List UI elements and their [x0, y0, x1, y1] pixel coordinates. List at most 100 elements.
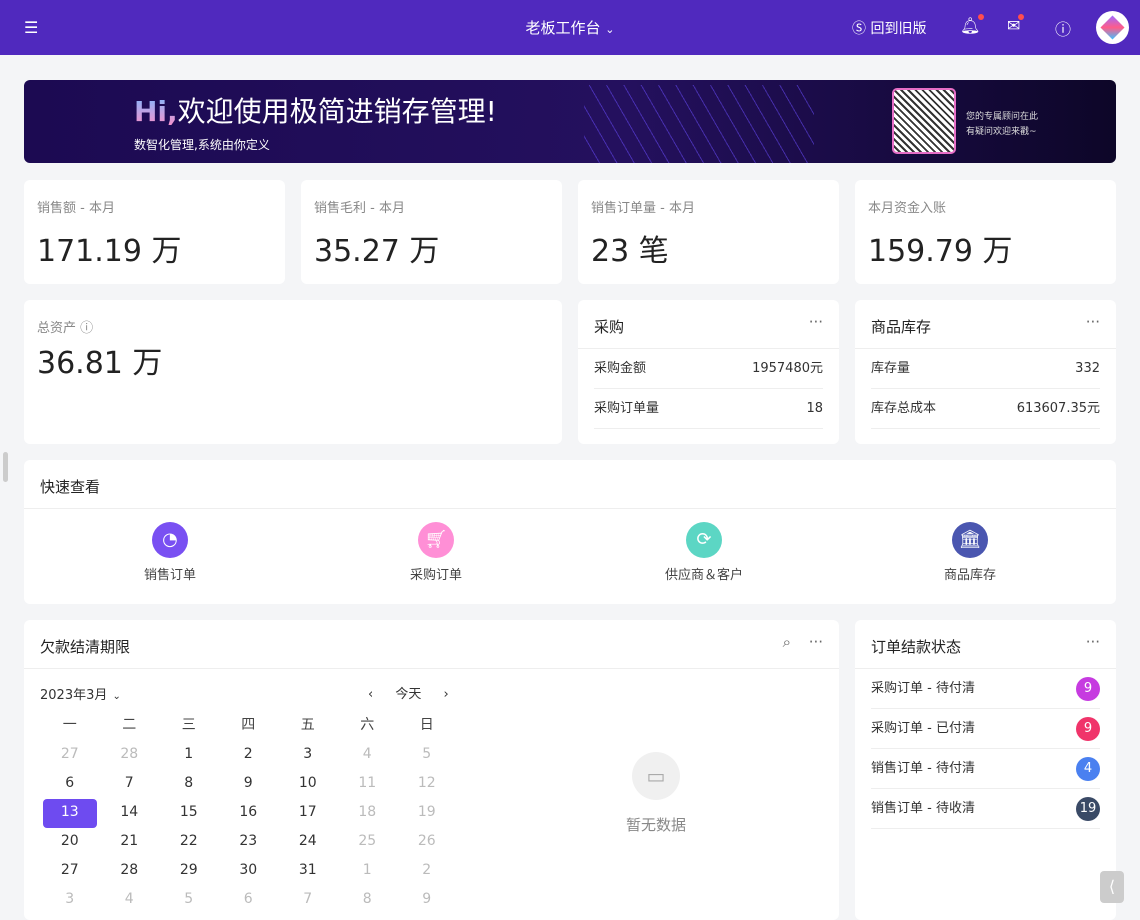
calendar-day[interactable]: 12	[417, 775, 436, 791]
stat-gross-profit: 销售毛利 - 本月 35.27 万	[301, 180, 562, 284]
stat-sales: 销售额 - 本月 171.19 万	[24, 180, 285, 284]
weekday-label: 二	[122, 717, 137, 733]
bell-icon[interactable]: 🔔︎	[960, 14, 985, 35]
switch-icon: Ⓢ	[852, 21, 866, 37]
month-select[interactable]: 2023年3月	[40, 688, 108, 703]
help-icon[interactable]: ⓘ	[1055, 20, 1072, 39]
calendar-day[interactable]: 2	[243, 746, 253, 762]
today-button[interactable]: 今天	[395, 687, 422, 702]
calendar-day[interactable]: 4	[124, 891, 134, 907]
quick-inventory[interactable]: 🏛︎ 商品库存	[910, 522, 1030, 583]
count-badge: 9	[1076, 677, 1100, 701]
stat-order-count: 销售订单量 - 本月 23 笔	[578, 180, 839, 284]
quick-sales-orders[interactable]: ◔ 销售订单	[110, 522, 230, 583]
calendar-day[interactable]: 28	[120, 746, 139, 762]
order-status-row[interactable]: 销售订单 - 待收清 19	[871, 789, 1100, 829]
calendar-day[interactable]: 3	[303, 746, 313, 762]
pie-chart-icon: ◔	[152, 522, 188, 558]
calendar-day[interactable]: 4	[362, 746, 372, 762]
calendar-day[interactable]: 1	[184, 746, 194, 762]
calendar-day[interactable]: 7	[303, 891, 313, 907]
top-bar: ☰ 老板工作台 ⌄ Ⓢ 回到旧版 🔔︎ ✉ ⓘ	[0, 0, 1140, 55]
message-icon[interactable]: ✉	[1007, 14, 1025, 35]
cart-icon: 🛒︎	[418, 522, 454, 558]
count-badge: 19	[1076, 797, 1100, 821]
calendar-day[interactable]: 26	[417, 833, 436, 849]
calendar-day[interactable]: 31	[298, 862, 317, 878]
calendar-day[interactable]: 25	[358, 833, 377, 849]
order-status-row[interactable]: 采购订单 - 待付清 9	[871, 669, 1100, 709]
status-label: 采购订单 - 已付清	[871, 721, 975, 736]
calendar-day[interactable]: 23	[239, 833, 258, 849]
search-icon[interactable]: ⌕	[782, 633, 791, 651]
workspace-selector[interactable]: 老板工作台 ⌄	[0, 17, 1140, 38]
bank-icon: 🏛︎	[952, 522, 988, 558]
qr-code	[892, 88, 956, 154]
calendar-day[interactable]: 16	[239, 804, 258, 820]
order-status-row[interactable]: 销售订单 - 待付清 4	[871, 749, 1100, 789]
refresh-icon: ⟳	[686, 522, 722, 558]
calendar-day[interactable]: 8	[362, 891, 372, 907]
old-version-label: 回到旧版	[870, 21, 927, 37]
calendar-day[interactable]: 5	[422, 746, 432, 762]
info-icon[interactable]: ⓘ	[80, 321, 94, 336]
calendar-day[interactable]: 11	[358, 775, 377, 791]
scrollbar[interactable]	[3, 452, 8, 482]
inbox-icon: ▭	[632, 752, 680, 800]
calendar-day[interactable]: 3	[65, 891, 75, 907]
calendar-day[interactable]: 20	[60, 833, 79, 849]
calendar-day[interactable]: 1	[362, 862, 372, 878]
calendar-day[interactable]: 9	[422, 891, 432, 907]
calendar-day[interactable]: 6	[243, 891, 253, 907]
order-status-row[interactable]: 采购订单 - 已付清 9	[871, 709, 1100, 749]
calendar-day[interactable]: 14	[120, 804, 139, 820]
banner-illustration	[584, 85, 814, 163]
more-icon[interactable]: ···	[1085, 633, 1100, 651]
calendar-day[interactable]: 13	[43, 799, 97, 828]
status-label: 销售订单 - 待付清	[871, 761, 975, 776]
quick-purchase-orders[interactable]: 🛒︎ 采购订单	[376, 522, 496, 583]
assets-value: 36.81 万	[37, 346, 163, 381]
count-badge: 4	[1076, 757, 1100, 781]
calendar-day[interactable]: 27	[60, 746, 79, 762]
prev-month-icon[interactable]: ‹	[368, 687, 374, 702]
calendar-day[interactable]: 10	[298, 775, 317, 791]
calendar-day[interactable]: 29	[179, 862, 198, 878]
banner-title: Hi,欢迎使用极简进销存管理!	[134, 95, 497, 128]
quick-suppliers-customers[interactable]: ⟳ 供应商＆客户	[644, 522, 764, 583]
next-month-icon[interactable]: ›	[443, 687, 449, 702]
calendar-day[interactable]: 2	[422, 862, 432, 878]
chevron-down-icon[interactable]: ⌄	[112, 691, 121, 702]
calendar-day[interactable]: 15	[179, 804, 198, 820]
menu-icon[interactable]: ☰	[24, 18, 39, 37]
calendar-day[interactable]: 19	[417, 804, 436, 820]
more-icon[interactable]: ···	[808, 633, 823, 651]
collapse-button[interactable]: ⟨	[1100, 871, 1124, 903]
avatar[interactable]	[1096, 11, 1129, 44]
calendar-day[interactable]: 18	[358, 804, 377, 820]
empty-state: ▭ 暂无数据	[604, 752, 708, 835]
calendar-day[interactable]: 28	[120, 862, 139, 878]
calendar-day[interactable]: 9	[243, 775, 253, 791]
calendar-day[interactable]: 7	[124, 775, 134, 791]
calendar-day[interactable]: 6	[65, 775, 75, 791]
purchase-card: 采购 ··· 采购金额 1957480元 采购订单量 18	[578, 300, 839, 444]
calendar-day[interactable]: 21	[120, 833, 139, 849]
calendar-day[interactable]: 27	[60, 862, 79, 878]
more-icon[interactable]: ···	[1085, 313, 1100, 331]
more-icon[interactable]: ···	[808, 313, 823, 331]
calendar-day[interactable]: 24	[298, 833, 317, 849]
calendar-day[interactable]: 30	[239, 862, 258, 878]
status-label: 采购订单 - 待付清	[871, 681, 975, 696]
weekday-label: 三	[181, 717, 196, 733]
weekday-label: 五	[300, 717, 315, 733]
count-badge: 9	[1076, 717, 1100, 741]
calendar-day[interactable]: 8	[184, 775, 194, 791]
assets-label: 总资产	[37, 321, 77, 336]
calendar-day[interactable]: 22	[179, 833, 198, 849]
calendar-day[interactable]: 5	[184, 891, 194, 907]
old-version-button[interactable]: Ⓢ 回到旧版	[852, 18, 926, 38]
weekday-label: 一	[62, 717, 77, 733]
calendar-day[interactable]: 17	[298, 804, 317, 820]
purchase-row: 采购订单量 18	[594, 389, 823, 429]
